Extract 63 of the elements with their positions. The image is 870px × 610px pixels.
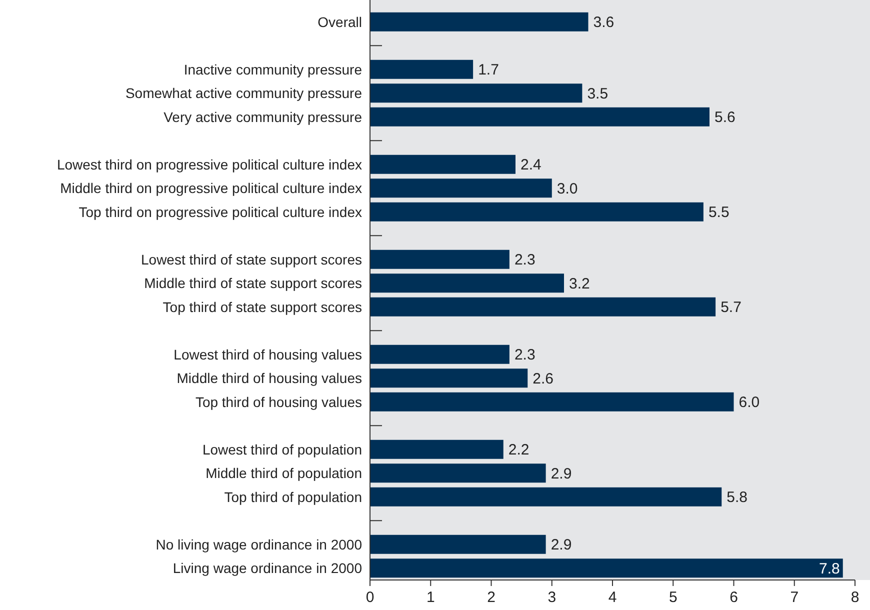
y-tick-label: Lowest third of housing values	[174, 346, 362, 362]
data-label: 3.2	[569, 275, 590, 292]
y-tick-label: Middle third of state support scores	[144, 275, 362, 292]
y-tick-label: Lowest third on progressive political culture index	[56, 156, 362, 172]
bar	[370, 487, 722, 506]
bar	[370, 534, 546, 554]
x-tick-label: 2	[487, 589, 496, 606]
data-label: 2.6	[532, 370, 554, 388]
y-tick-label: Inactive community pressure	[184, 61, 362, 78]
y-tick-label: Middle third of housing values	[176, 370, 362, 386]
x-tick-label: 6	[730, 589, 738, 606]
bar	[370, 344, 510, 364]
data-label: 5.6	[714, 109, 736, 126]
data-label: 5.7	[720, 299, 742, 316]
y-tick-label: Somewhat active community pressure	[125, 85, 362, 102]
bar	[370, 178, 552, 198]
data-label: 2.9	[550, 465, 572, 482]
data-label: 2.2	[508, 442, 530, 459]
x-tick-label: 1	[426, 589, 435, 606]
x-tick-label: 3	[548, 589, 556, 606]
data-label: 2.9	[550, 536, 572, 554]
bar	[370, 154, 516, 174]
y-tick-label: Overall	[318, 14, 362, 30]
bar	[370, 60, 474, 79]
bar	[370, 368, 528, 388]
bar	[370, 250, 510, 269]
y-tick-label: No living wage ordinance in 2000	[156, 536, 362, 552]
data-label: 3.0	[556, 180, 578, 198]
bar	[370, 107, 710, 126]
bar	[370, 202, 704, 222]
y-tick-label: Middle third on progressive political culture index	[60, 180, 362, 196]
data-label: 7.8	[819, 560, 840, 578]
bar	[370, 12, 588, 32]
data-label: 1.7	[478, 62, 499, 79]
data-label: 3.6	[593, 14, 614, 32]
x-tick-label: 8	[850, 589, 860, 606]
bar	[370, 84, 582, 103]
y-tick-label: Living wage ordinance in 2000	[172, 560, 362, 576]
y-tick-label: Top third of state support scores	[162, 298, 362, 315]
data-label: 5.8	[726, 489, 748, 506]
data-label: 2.4	[520, 156, 542, 174]
bar	[370, 392, 734, 412]
y-tick-label: Top third on progressive political culture index	[78, 204, 362, 220]
x-tick-label: 0	[366, 589, 374, 606]
data-label: 2.3	[514, 252, 536, 269]
data-label: 3.5	[587, 85, 608, 102]
x-tick-label: 4	[608, 589, 617, 606]
data-label: 6.0	[738, 394, 760, 412]
bar	[370, 274, 564, 293]
bar	[370, 558, 843, 578]
y-tick-label: Lowest third of population	[202, 441, 362, 458]
bar	[370, 440, 504, 459]
data-label: 5.5	[708, 204, 730, 222]
bar	[370, 297, 716, 316]
x-tick-label: 7	[790, 589, 799, 606]
y-tick-label: Very active community pressure	[164, 108, 362, 125]
y-tick-label: Top third of housing values	[195, 394, 362, 410]
x-tick-label: 5	[668, 589, 678, 606]
y-tick-label: Middle third of population	[206, 465, 362, 482]
y-tick-label: Lowest third of state support scores	[141, 251, 362, 268]
data-label: 2.3	[514, 346, 536, 364]
y-tick-label: Top third of population	[224, 488, 362, 505]
bar	[370, 464, 546, 483]
